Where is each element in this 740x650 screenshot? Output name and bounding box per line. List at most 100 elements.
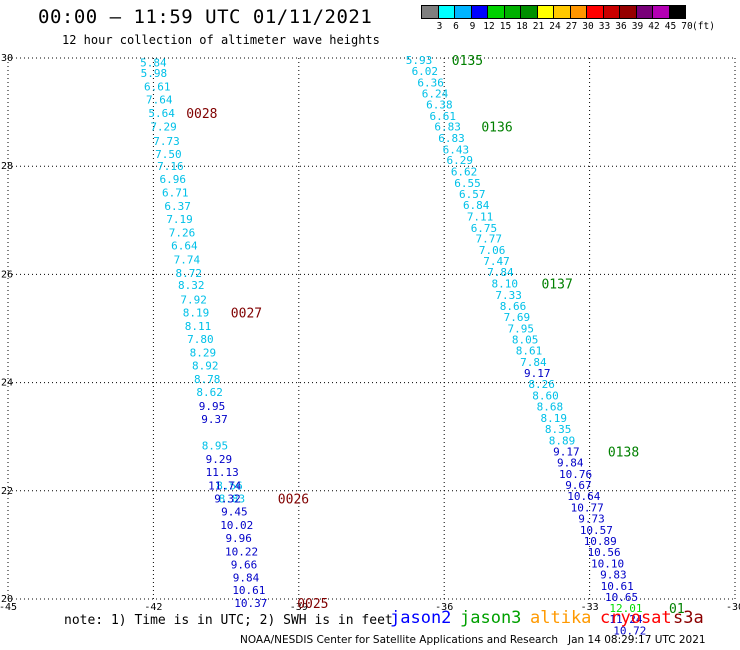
wave-height-value: 10.57 — [580, 524, 613, 537]
page-title: 00:00 — 11:59 UTC 01/11/2021 — [38, 6, 373, 28]
wave-height-value: 7.16 — [157, 160, 184, 173]
wave-height-value: 9.37 — [201, 413, 228, 426]
wave-height-value: 6.83 — [438, 132, 465, 145]
wave-height-value: 6.75 — [471, 222, 498, 235]
color-scale-label: 3 — [436, 21, 443, 32]
wave-height-value: 9.32 — [214, 492, 241, 505]
pass-number-label: 0135 — [452, 54, 483, 69]
color-scale-label: 70 — [681, 21, 693, 32]
wave-height-value: 10.10 — [591, 557, 624, 570]
wave-height-value: 10.37 — [234, 597, 267, 610]
wave-height-value: 6.55 — [454, 177, 481, 190]
wave-height-value: 8.29 — [190, 346, 217, 359]
wave-height-value: 8.83 — [219, 492, 246, 505]
wave-height-value: 9.84 — [557, 457, 584, 470]
wave-height-value: 7.92 — [180, 293, 207, 306]
color-scale-label: 30 — [582, 21, 594, 32]
color-scale-labels: 3 6 9 12 15 18 21 24 27 30 33 36 39 42 45 70 (ft) — [422, 21, 740, 33]
x-tick-label: -42 — [144, 602, 162, 613]
wave-height-value: 8.72 — [176, 267, 203, 280]
wave-height-value: 9.66 — [231, 558, 258, 571]
wave-height-value: 9.29 — [206, 453, 233, 466]
legend-jason2: jason2 — [390, 608, 452, 628]
wave-height-value: 8.66 — [500, 300, 527, 313]
wave-height-value: 10.77 — [571, 502, 604, 515]
legend-jason3: jason3 — [460, 608, 522, 628]
wave-height-value: 6.71 — [162, 187, 189, 200]
x-tick-label: -30 — [726, 602, 740, 613]
color-scale — [421, 5, 686, 19]
wave-height-value: 10.65 — [605, 591, 638, 604]
wave-height-value: 8.56 — [216, 479, 243, 492]
color-scale-label: 27 — [565, 21, 578, 32]
y-tick-label: 20 — [1, 594, 13, 605]
wave-height-value: 10.89 — [584, 535, 617, 548]
wave-height-value: 8.11 — [185, 320, 212, 333]
wave-height-value: 8.68 — [537, 400, 564, 413]
credit-text: NOAA/NESDIS Center for Satellite Applica… — [240, 634, 706, 646]
wave-height-value: 7.95 — [508, 323, 535, 336]
color-scale-label: 15 — [499, 21, 512, 32]
wave-height-value: 7.29 — [150, 121, 177, 134]
wave-height-value: 11.74 — [208, 479, 241, 492]
wave-height-value: 6.57 — [459, 188, 486, 201]
color-scale-label: 36 — [615, 21, 627, 32]
wave-height-value: 12.01 — [609, 602, 642, 615]
wave-height-value: 6.24 — [422, 88, 449, 101]
pass-number-label: 0027 — [231, 306, 262, 321]
wave-height-value: 9.73 — [578, 512, 605, 525]
wave-height-value: 8.61 — [516, 345, 543, 358]
y-tick-label: 28 — [1, 161, 13, 172]
wave-height-value: 8.35 — [545, 423, 572, 436]
wave-height-value: 8.78 — [194, 373, 221, 386]
wave-height-value: 7.73 — [153, 135, 180, 148]
wave-height-value: 5.84 — [140, 56, 167, 69]
wave-height-value: 5.64 — [148, 107, 175, 120]
color-scale-label: 39 — [631, 21, 644, 32]
color-scale-label: 12 — [483, 21, 495, 32]
wave-height-value: 8.19 — [183, 306, 210, 319]
wave-height-value: 7.50 — [155, 148, 182, 161]
wave-height-value: 9.84 — [233, 571, 260, 584]
color-scale-label: 24 — [549, 21, 561, 32]
wave-height-value: 8.89 — [549, 434, 576, 447]
color-scale-label: 9 — [469, 21, 476, 32]
wave-height-value: 8.05 — [512, 333, 539, 346]
page-subtitle: 12 hour collection of altimeter wave hei… — [62, 33, 380, 47]
wave-height-value: 7.74 — [174, 253, 201, 266]
wave-height-value: 7.84 — [487, 266, 514, 279]
legend-altika: altika — [530, 608, 592, 628]
wave-height-value: 10.02 — [220, 519, 253, 532]
x-tick-label: -33 — [581, 602, 599, 613]
y-tick-label: 26 — [1, 269, 13, 280]
wave-height-value: 6.62 — [451, 166, 478, 179]
x-tick-label: -39 — [290, 602, 308, 613]
wave-height-value: 8.60 — [532, 390, 559, 403]
color-scale-label: 45 — [664, 21, 677, 32]
wave-height-value: 10.61 — [601, 580, 634, 593]
wave-height-value: 9.45 — [221, 505, 248, 518]
wave-height-value: 8.26 — [528, 378, 555, 391]
wave-height-value: 9.96 — [225, 532, 252, 545]
y-tick-label: 22 — [1, 486, 13, 497]
wave-height-value: 9.95 — [199, 400, 226, 413]
wave-height-value: 7.11 — [467, 211, 494, 224]
pass-number-label: 0136 — [481, 121, 512, 136]
y-tick-label: 30 — [1, 53, 13, 64]
wave-height-value: 6.29 — [446, 154, 473, 167]
wave-height-value: 8.92 — [192, 359, 219, 372]
wave-height-value: 9.17 — [553, 445, 580, 458]
wave-height-value: 10.56 — [588, 546, 621, 559]
wave-height-value: 7.26 — [169, 227, 196, 240]
wave-height-value: 10.61 — [232, 584, 265, 597]
wave-height-value: 10.76 — [559, 468, 592, 481]
color-scale-label: 42 — [648, 21, 660, 32]
wave-height-value: 7.47 — [483, 255, 510, 268]
wave-height-value: 8.19 — [540, 412, 567, 425]
wave-height-value: 7.77 — [476, 233, 503, 246]
wave-height-value: 7.19 — [166, 213, 193, 226]
y-tick-label: 24 — [1, 378, 13, 389]
wave-height-value: 6.64 — [171, 240, 198, 253]
wave-height-value: 8.32 — [178, 279, 205, 292]
